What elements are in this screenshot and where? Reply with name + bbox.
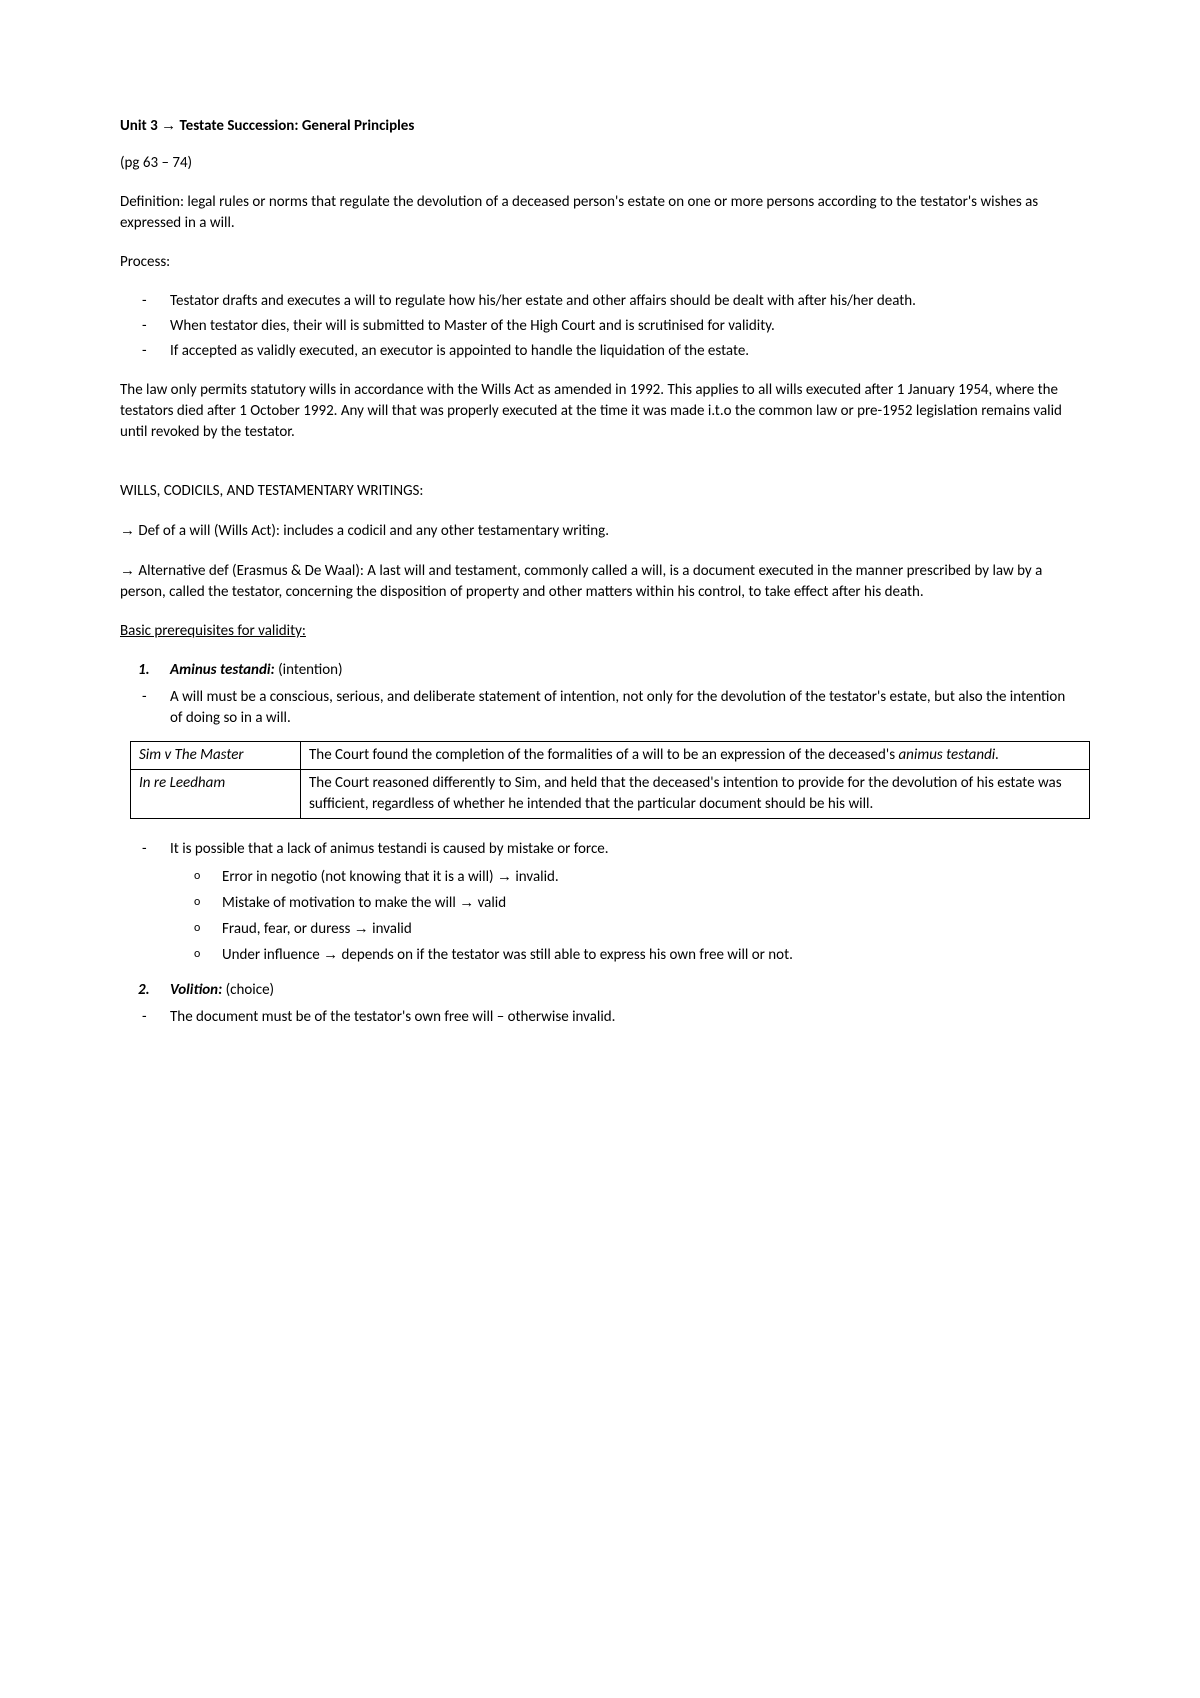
list-item: Under influence → depends on if the test… <box>222 944 1080 966</box>
list-item: It is possible that a lack of animus tes… <box>170 839 1080 860</box>
page-reference: (pg 63 – 74) <box>120 153 1080 174</box>
lack-bullet-list: It is possible that a lack of animus tes… <box>120 839 1080 860</box>
unit-title: Testate Succession: General Principles <box>180 117 415 135</box>
case-text-cell: The Court found the completion of the fo… <box>301 742 1090 770</box>
unit-label: Unit 3 <box>120 117 158 135</box>
arrow-icon: → <box>459 894 474 911</box>
def-will-paragraph: → Def of a will (Wills Act): includes a … <box>120 520 1080 542</box>
sub-text-pre: Under influence <box>222 946 323 964</box>
arrow-icon: → <box>120 562 135 579</box>
list-item: Error in negotio (not knowing that it is… <box>222 866 1080 888</box>
case-table: Sim v The Master The Court found the com… <box>130 741 1090 819</box>
list-item: 2. Volition: (choice) <box>170 980 1080 1001</box>
prereq-list-1: 1. Aminus testandi: (intention) <box>120 660 1080 681</box>
item-number: 2. <box>138 980 150 1001</box>
sub-text-pre: Fraud, fear, or duress <box>222 920 354 938</box>
case-text: The Court reasoned differently to Sim, a… <box>309 774 1062 813</box>
table-row: In re Leedham The Court reasoned differe… <box>131 770 1090 819</box>
case-text: The Court found the completion of the fo… <box>309 746 898 764</box>
sub-text-pre: Error in negotio (not knowing that it is… <box>222 868 497 886</box>
arrow-icon: → <box>120 522 135 539</box>
definition-paragraph: Definition: legal rules or norms that re… <box>120 192 1080 234</box>
wills-heading: WILLS, CODICILS, AND TESTAMENTARY WRITIN… <box>120 481 1080 502</box>
item1-bullets: A will must be a conscious, serious, and… <box>120 687 1080 729</box>
sub-text-post: invalid. <box>512 868 559 886</box>
case-text-italic: animus testandi. <box>898 746 999 764</box>
list-item: The document must be of the testator's o… <box>170 1007 1080 1028</box>
list-item: A will must be a conscious, serious, and… <box>170 687 1080 729</box>
list-item: Mistake of motivation to make the will →… <box>222 892 1080 914</box>
item-title: Volition: <box>170 981 222 999</box>
def-will-text: Def of a will (Wills Act): includes a co… <box>138 522 609 540</box>
list-item: Fraud, fear, or duress → invalid <box>222 918 1080 940</box>
statutory-paragraph: The law only permits statutory wills in … <box>120 380 1080 443</box>
unit-heading: Unit 3 → Testate Succession: General Pri… <box>120 115 1080 137</box>
item-number: 1. <box>138 660 150 681</box>
item-title: Aminus testandi: <box>170 661 275 679</box>
case-name-cell: In re Leedham <box>131 770 301 819</box>
sub-text-post: valid <box>474 894 506 912</box>
sub-text-post: depends on if the testator was still abl… <box>338 946 793 964</box>
list-item: 1. Aminus testandi: (intention) <box>170 660 1080 681</box>
prereq-list-2: 2. Volition: (choice) <box>120 980 1080 1001</box>
process-label: Process: <box>120 252 1080 273</box>
sub-text-pre: Mistake of motivation to make the will <box>222 894 459 912</box>
list-item: When testator dies, their will is submit… <box>170 316 1080 337</box>
table-row: Sim v The Master The Court found the com… <box>131 742 1090 770</box>
alt-def-paragraph: → Alternative def (Erasmus & De Waal): A… <box>120 560 1080 603</box>
alt-def-text: Alternative def (Erasmus & De Waal): A l… <box>120 562 1042 601</box>
arrow-icon: → <box>161 117 176 134</box>
case-name-cell: Sim v The Master <box>131 742 301 770</box>
list-item: If accepted as validly executed, an exec… <box>170 341 1080 362</box>
process-list: Testator drafts and executes a will to r… <box>120 291 1080 362</box>
sub-text-post: invalid <box>369 920 412 938</box>
item-paren: (intention) <box>278 661 343 679</box>
item2-bullets: The document must be of the testator's o… <box>120 1007 1080 1028</box>
sub-list: Error in negotio (not knowing that it is… <box>120 866 1080 966</box>
case-text-cell: The Court reasoned differently to Sim, a… <box>301 770 1090 819</box>
item-paren: (choice) <box>226 981 274 999</box>
arrow-icon: → <box>354 920 369 937</box>
arrow-icon: → <box>497 868 512 885</box>
prereq-heading: Basic prerequisites for validity: <box>120 621 1080 642</box>
arrow-icon: → <box>323 946 338 963</box>
list-item: Testator drafts and executes a will to r… <box>170 291 1080 312</box>
